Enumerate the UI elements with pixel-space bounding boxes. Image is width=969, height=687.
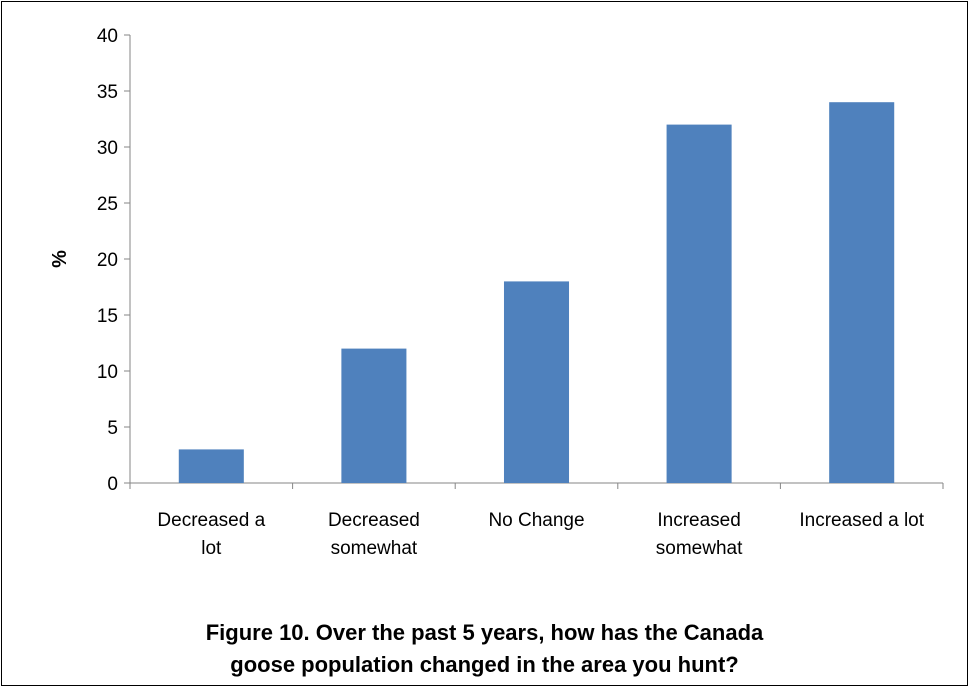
x-tick-label: No Change xyxy=(488,510,584,531)
y-tick-label: 40 xyxy=(97,26,118,47)
x-tick-label: Decreased a lot xyxy=(157,510,265,559)
bar xyxy=(178,449,244,483)
bar xyxy=(503,281,570,483)
y-tick-label: 5 xyxy=(107,418,118,439)
bar xyxy=(666,124,732,483)
y-tick-label: 30 xyxy=(97,138,118,159)
y-tick-label: 10 xyxy=(97,362,118,383)
y-tick-label: 35 xyxy=(97,82,118,103)
bar xyxy=(341,348,407,483)
y-tick-label: 15 xyxy=(97,306,118,327)
figure-caption-line-2: goose population changed in the area you… xyxy=(230,652,739,677)
x-tick-labels: Decreased a lot Decreased somewhat No Change… xyxy=(157,510,924,559)
bars xyxy=(178,102,895,483)
figure-caption-line-1: Figure 10. Over the past 5 years, how ha… xyxy=(205,620,764,645)
bar xyxy=(829,102,895,483)
x-tick-label: Decreased somewhat xyxy=(328,510,420,559)
x-tick-label: Increased a lot xyxy=(799,510,924,531)
y-axis-label: % xyxy=(49,250,71,268)
y-tick-label: 0 xyxy=(107,474,118,495)
y-tick-label: 25 xyxy=(97,194,118,215)
y-tick-label: 20 xyxy=(97,250,118,271)
y-tick-labels: 0 5 10 15 20 25 30 35 40 xyxy=(97,26,118,495)
x-tick-label: Increased somewhat xyxy=(656,510,743,559)
